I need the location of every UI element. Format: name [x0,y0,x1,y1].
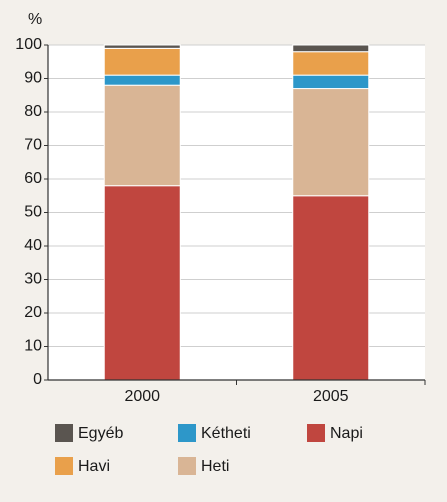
bar-segment [292,44,370,53]
y-tick-label: 50 [24,204,42,221]
legend-swatch [307,424,325,442]
y-axis-label: % [28,11,42,28]
legend-swatch [178,457,196,475]
bar-segment [103,185,181,381]
legend-label: Napi [330,425,363,442]
bar-segment [292,195,370,381]
bar-segment [103,47,181,76]
legend-label: Havi [78,458,110,475]
legend-label: Heti [201,458,229,475]
y-tick-label: 40 [24,237,42,254]
y-tick-label: 100 [15,36,42,53]
x-tick-label: 2000 [124,388,160,405]
legend-label: Egyéb [78,425,123,442]
bar-segment [103,74,181,86]
y-tick-label: 80 [24,103,42,120]
bar-segment [292,51,370,76]
y-tick-label: 0 [33,371,42,388]
y-tick-label: 30 [24,271,42,288]
y-tick-label: 60 [24,170,42,187]
y-tick-label: 10 [24,338,42,355]
y-tick-label: 20 [24,304,42,321]
bar-segment [292,74,370,90]
bar-segment [292,88,370,197]
y-tick-label: 90 [24,70,42,87]
legend-swatch [178,424,196,442]
legend-swatch [55,457,73,475]
bar-segment [103,84,181,187]
y-tick-label: 70 [24,137,42,154]
bar-segment [103,44,181,49]
legend-swatch [55,424,73,442]
x-tick-label: 2005 [313,388,349,405]
legend-label: Kétheti [201,425,251,442]
